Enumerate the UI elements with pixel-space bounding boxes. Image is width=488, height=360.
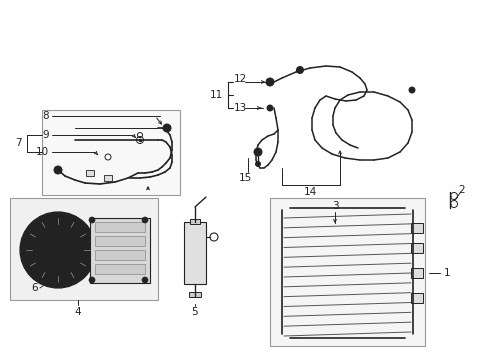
Bar bbox=[95, 236, 145, 246]
Text: 15: 15 bbox=[238, 173, 251, 183]
Circle shape bbox=[265, 78, 273, 86]
Circle shape bbox=[20, 212, 96, 288]
Circle shape bbox=[142, 217, 148, 223]
Text: 3: 3 bbox=[331, 201, 338, 211]
Circle shape bbox=[52, 244, 64, 256]
Circle shape bbox=[296, 67, 303, 73]
Bar bbox=[190, 219, 200, 224]
Text: 5: 5 bbox=[191, 307, 198, 317]
Bar bbox=[269, 198, 424, 346]
Text: 2: 2 bbox=[458, 185, 465, 195]
Bar bbox=[95, 250, 145, 260]
Circle shape bbox=[255, 162, 260, 166]
Bar bbox=[90, 218, 150, 283]
Circle shape bbox=[89, 277, 95, 283]
Circle shape bbox=[408, 87, 414, 93]
Text: 12: 12 bbox=[233, 74, 246, 84]
Circle shape bbox=[163, 124, 171, 132]
Bar bbox=[410, 268, 422, 278]
Circle shape bbox=[54, 166, 62, 174]
Text: 9: 9 bbox=[42, 130, 49, 140]
Circle shape bbox=[266, 105, 272, 111]
Text: 14: 14 bbox=[303, 187, 316, 197]
Text: 6: 6 bbox=[32, 283, 38, 293]
Bar bbox=[95, 222, 145, 232]
Text: 4: 4 bbox=[75, 307, 81, 317]
Bar bbox=[10, 198, 158, 300]
Circle shape bbox=[32, 224, 84, 276]
Circle shape bbox=[142, 277, 148, 283]
Bar bbox=[410, 243, 422, 253]
Bar bbox=[42, 110, 180, 195]
Text: 7: 7 bbox=[15, 138, 21, 148]
Text: 8: 8 bbox=[42, 111, 49, 121]
Text: 1: 1 bbox=[443, 268, 449, 278]
Bar bbox=[86, 170, 94, 176]
Text: 10: 10 bbox=[35, 147, 48, 157]
Circle shape bbox=[253, 148, 262, 156]
Bar bbox=[183, 222, 205, 284]
Text: 13: 13 bbox=[233, 103, 246, 113]
Circle shape bbox=[44, 236, 72, 264]
Text: 11: 11 bbox=[209, 90, 222, 100]
Bar bbox=[104, 175, 112, 181]
Bar bbox=[189, 292, 201, 297]
Circle shape bbox=[89, 217, 95, 223]
Bar bbox=[95, 264, 145, 274]
Bar bbox=[410, 293, 422, 303]
Bar bbox=[410, 223, 422, 233]
